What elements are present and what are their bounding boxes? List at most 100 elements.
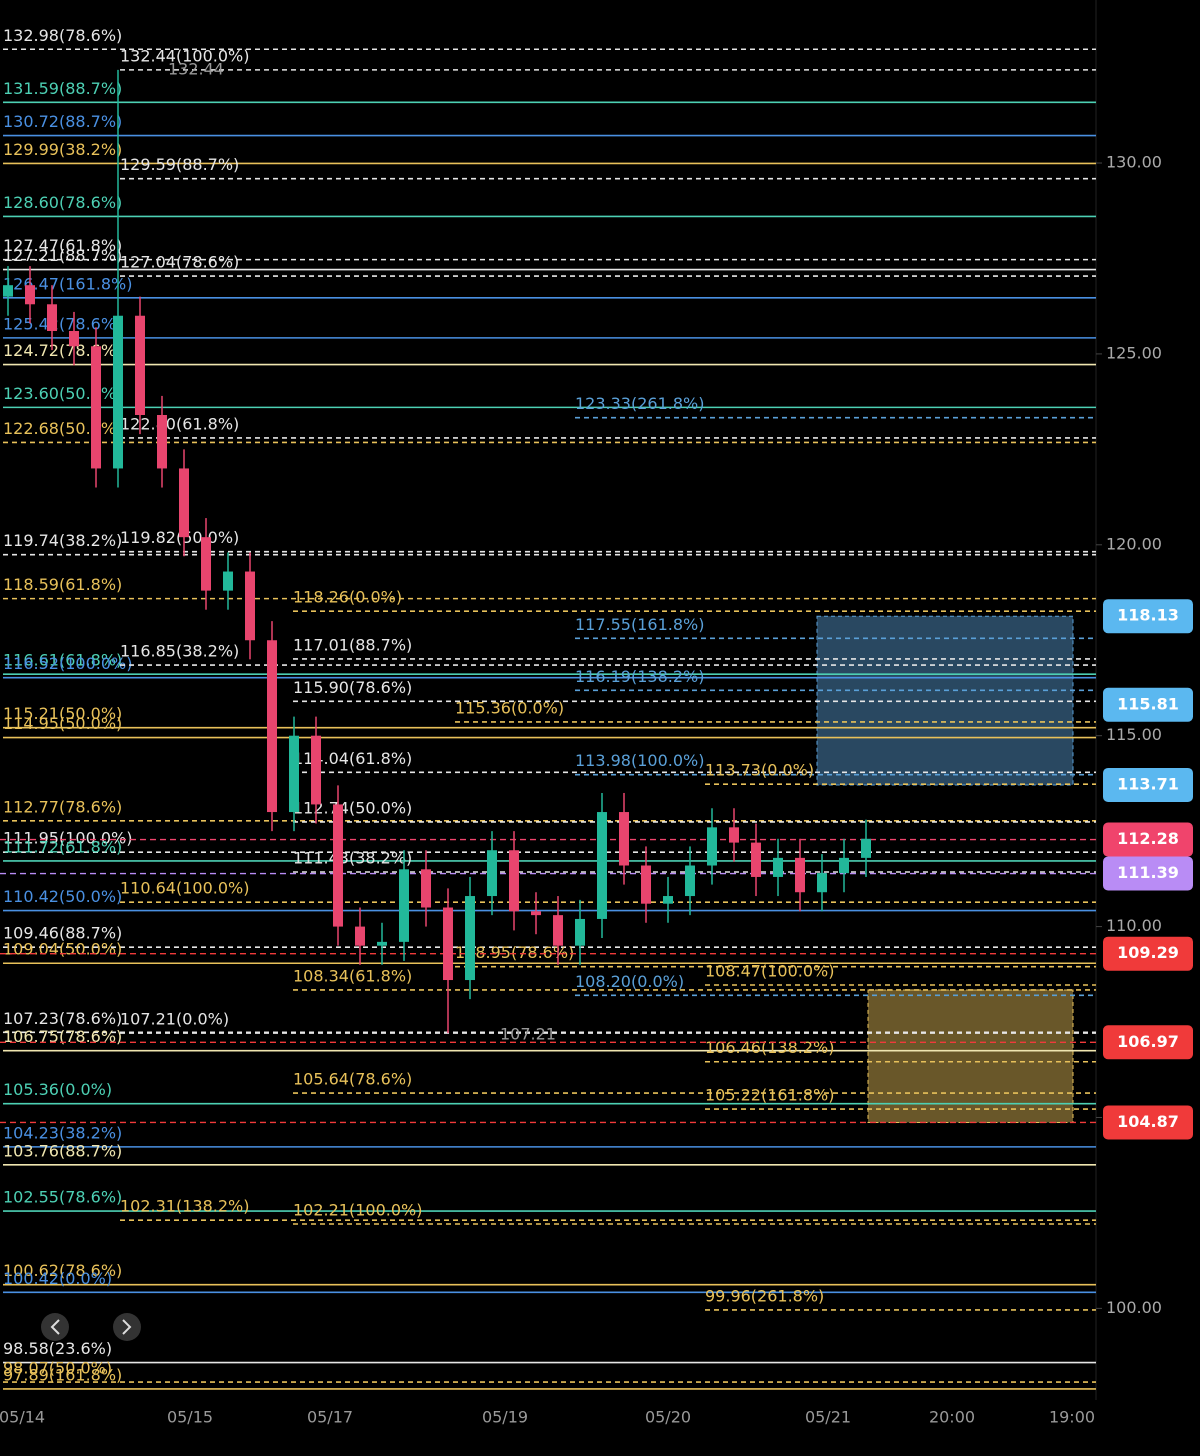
candle-body <box>619 812 629 866</box>
fib-label: 104.23(38.2%) <box>3 1123 122 1142</box>
x-tick-label: 05/14 <box>0 1408 45 1427</box>
y-tick-label: 125.00 <box>1106 343 1162 362</box>
fib-label: 110.64(100.0%) <box>120 879 249 898</box>
fib-label: 129.99(38.2%) <box>3 140 122 159</box>
fib-label: 108.47(100.0%) <box>705 962 834 981</box>
fib-label: 130.72(88.7%) <box>3 112 122 131</box>
x-tick-label: 05/21 <box>805 1408 851 1427</box>
fib-label: 108.95(78.6%) <box>455 943 574 962</box>
price-tag <box>1103 936 1193 971</box>
fib-label: 111.95(100.0%) <box>3 829 132 848</box>
candle-body <box>157 414 167 469</box>
candle-body <box>179 468 189 538</box>
candle-body <box>751 842 761 877</box>
fib-label: 105.22(161.8%) <box>705 1086 834 1105</box>
candle-body <box>531 911 541 916</box>
y-tick-label: 130.00 <box>1106 153 1162 172</box>
fib-label: 102.21(100.0%) <box>293 1200 422 1219</box>
x-tick-label: 05/20 <box>645 1408 691 1427</box>
fib-label: 112.74(50.0%) <box>293 798 412 817</box>
candle-body <box>795 857 805 893</box>
candle-body <box>135 315 145 415</box>
candle-body <box>817 873 827 893</box>
nav-next[interactable] <box>113 1313 141 1341</box>
fib-label: 123.33(261.8%) <box>575 394 704 413</box>
fib-label: 105.64(78.6%) <box>293 1070 412 1089</box>
price-tag-label: 112.28 <box>1117 829 1179 848</box>
fib-label: 112.77(78.6%) <box>3 797 122 816</box>
candle-body <box>575 918 585 946</box>
candle-body <box>597 812 607 919</box>
fib-label: 119.74(38.2%) <box>3 531 122 550</box>
fib-label: 98.07(50.0%) <box>3 1359 112 1378</box>
fib-label: 115.36(0.0%) <box>455 698 564 717</box>
fib-label: 118.59(61.8%) <box>3 575 122 594</box>
candle-body <box>773 857 783 877</box>
candle-body <box>509 850 519 912</box>
candle-body <box>707 827 717 866</box>
price-annotation: 132.44 <box>168 59 224 78</box>
price-tag <box>1103 767 1193 802</box>
price-tag <box>1103 599 1193 634</box>
fib-label: 117.01(88.7%) <box>293 635 412 654</box>
price-tag <box>1103 1105 1193 1140</box>
candle-body <box>465 896 475 981</box>
fib-label: 125.42(78.6%) <box>3 314 122 333</box>
fib-label: 111.72(61.8%) <box>3 837 122 856</box>
y-tick-label: 110.00 <box>1106 916 1162 935</box>
fib-label: 114.95(50.0%) <box>3 714 122 733</box>
price-tag-label: 106.97 <box>1117 1032 1179 1051</box>
candle-body <box>839 857 849 874</box>
candle-body <box>421 869 431 908</box>
x-tick-label: 19:00 <box>1049 1408 1095 1427</box>
x-tick-label: 05/19 <box>482 1408 528 1427</box>
fib-label: 124.72(78.6%) <box>3 341 122 360</box>
fib-label: 113.98(100.0%) <box>575 751 704 770</box>
price-annotation: 107.21 <box>500 1025 556 1044</box>
x-tick-label: 05/15 <box>167 1408 213 1427</box>
candle-body <box>663 896 673 904</box>
candle-body <box>267 640 277 813</box>
candle-body <box>201 537 211 591</box>
candle-body <box>113 315 123 469</box>
fib-label: 129.59(88.7%) <box>120 155 239 174</box>
fib-label: 122.68(50.0%) <box>3 419 122 438</box>
target-zone <box>867 989 1074 1123</box>
fib-label: 118.26(0.0%) <box>293 588 402 607</box>
fib-label: 128.60(78.6%) <box>3 193 122 212</box>
fib-label: 100.42(0.0%) <box>3 1269 112 1288</box>
nav-prev[interactable] <box>41 1313 69 1341</box>
fib-label: 113.73(0.0%) <box>705 761 814 780</box>
candle-body <box>729 827 739 843</box>
y-tick-label: 120.00 <box>1106 534 1162 553</box>
fib-label: 107.21(0.0%) <box>120 1010 229 1029</box>
fib-label: 114.04(61.8%) <box>293 749 412 768</box>
fib-label: 132.44(100.0%) <box>120 46 249 65</box>
x-tick-label: 20:00 <box>929 1408 975 1427</box>
fib-label: 116.52(100.0%) <box>3 654 132 673</box>
fib-label: 108.20(0.0%) <box>575 972 684 991</box>
price-tag-label: 115.81 <box>1117 694 1179 713</box>
price-tag-label: 118.13 <box>1117 606 1179 625</box>
candle-body <box>91 346 101 469</box>
candle-body <box>861 838 871 858</box>
candle-body <box>355 926 365 946</box>
fib-label: 111.43(38.2%) <box>293 848 412 867</box>
fib-label: 117.55(161.8%) <box>575 615 704 634</box>
x-tick-label: 05/17 <box>307 1408 353 1427</box>
candle-body <box>641 865 651 904</box>
fib-label: 109.04(50.0%) <box>3 940 122 959</box>
candle-body <box>3 285 13 297</box>
candle-body <box>25 285 35 305</box>
fib-label: 109.46(88.7%) <box>3 924 122 943</box>
fib-label: 107.23(78.6%) <box>3 1009 122 1028</box>
y-tick-label: 100.00 <box>1106 1298 1162 1317</box>
fib-label: 116.85(38.2%) <box>120 642 239 661</box>
candle-body <box>487 850 497 897</box>
fib-label: 127.47(61.8%) <box>3 236 122 255</box>
fib-label: 98.58(23.6%) <box>3 1339 112 1358</box>
candle-body <box>245 571 255 641</box>
fib-label: 108.34(61.8%) <box>293 966 412 985</box>
fib-label: 110.42(50.0%) <box>3 887 122 906</box>
